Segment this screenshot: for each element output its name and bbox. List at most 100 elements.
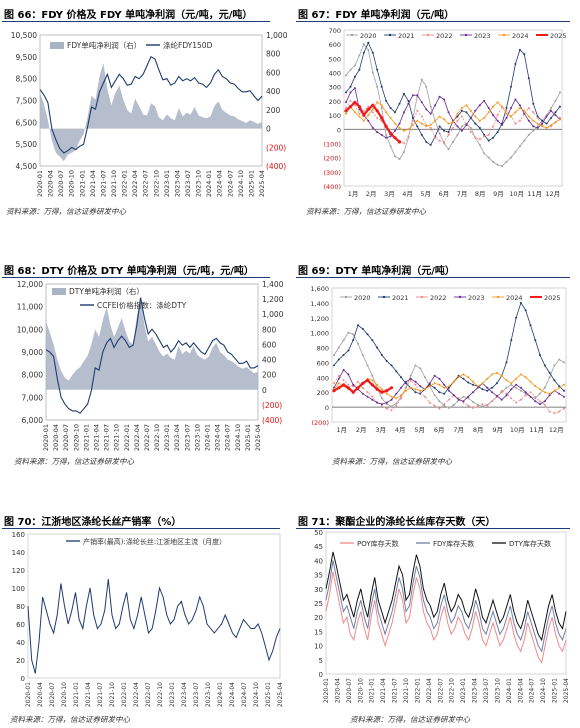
x-tick-label: 2025-01 <box>552 678 559 703</box>
y-tick-label: 10 <box>314 643 323 651</box>
legend-marker-2020 <box>350 33 354 37</box>
data-point-2025 <box>380 390 384 394</box>
data-point-2022 <box>467 404 470 407</box>
x-tick-label: 3月 <box>375 426 386 434</box>
data-point-2022 <box>486 404 489 407</box>
data-point-2021 <box>390 364 393 367</box>
data-point-2022 <box>345 107 347 109</box>
series-line-2020 <box>345 43 561 167</box>
data-point-2021 <box>545 122 548 125</box>
data-point-2024 <box>563 383 565 386</box>
data-point-2023 <box>554 114 557 117</box>
panel-title: 图 69：DTY 单吨净利润（元/吨） <box>298 266 455 277</box>
data-point-2025 <box>332 389 336 393</box>
price-line <box>39 56 263 154</box>
data-point-2020 <box>419 367 422 370</box>
x-tick-label: 2022-10 <box>157 682 164 707</box>
data-point-2023 <box>545 115 548 118</box>
data-point-2024 <box>358 115 361 118</box>
data-point-2022 <box>524 394 527 397</box>
data-point-2022 <box>510 397 513 400</box>
data-point-2020 <box>514 151 517 153</box>
x-tick-label: 2020-04 <box>47 170 55 197</box>
data-point-2024 <box>380 388 383 391</box>
data-point-2021 <box>347 349 350 352</box>
data-point-2021 <box>438 125 441 128</box>
data-point-2023 <box>527 119 530 122</box>
x-tick-label: 2020-07 <box>57 170 65 197</box>
y-tick-label: 400 <box>317 374 329 382</box>
data-point-2020 <box>548 376 551 379</box>
data-point-2023 <box>376 131 379 134</box>
data-point-2021 <box>447 131 450 134</box>
data-point-2022 <box>543 403 546 406</box>
data-point-2024 <box>487 111 490 114</box>
data-point-2022 <box>395 404 398 407</box>
data-point-2022 <box>337 374 340 377</box>
x-tick-label: 2021-10 <box>113 424 121 451</box>
y2-tick-label: (200) <box>262 401 282 410</box>
data-point-2024 <box>474 115 477 118</box>
data-point-2022 <box>553 412 556 415</box>
data-point-2022 <box>400 397 403 400</box>
title-rule <box>296 21 570 22</box>
data-point-2023 <box>514 98 517 101</box>
x-tick-label: 4月 <box>395 426 406 434</box>
data-point-2022 <box>452 126 454 129</box>
x-tick-label: 2024-04 <box>229 682 236 707</box>
data-point-2020 <box>478 143 481 146</box>
x-tick-label: 2021-10 <box>403 678 410 703</box>
y-tick-label: 5 <box>319 657 323 665</box>
data-point-2024 <box>447 122 450 125</box>
data-point-2021 <box>460 109 463 112</box>
x-tick-label: 2024-10 <box>237 170 245 197</box>
data-point-2022 <box>390 409 393 412</box>
data-point-2023 <box>523 112 526 115</box>
data-point-2024 <box>536 122 539 125</box>
data-point-2023 <box>380 403 383 406</box>
data-point-2020 <box>492 160 495 163</box>
x-tick-label: 2022-04 <box>131 170 139 197</box>
data-point-2024 <box>559 118 561 121</box>
data-point-2024 <box>496 101 499 104</box>
x-tick-label: 4月 <box>402 190 413 198</box>
data-point-2021 <box>524 309 527 312</box>
data-point-2024 <box>527 115 530 118</box>
data-point-2021 <box>481 388 484 391</box>
data-point-2022 <box>496 114 499 117</box>
panel-dty-price-profit: 图 68：DTY 价格及 DTY 单吨净利润（元/吨，元/吨） 6,000 7,0… <box>0 256 290 486</box>
data-point-2020 <box>438 132 441 135</box>
data-point-2022 <box>357 380 359 383</box>
data-point-2020 <box>389 145 392 148</box>
data-point-2023 <box>342 368 345 371</box>
data-point-2023 <box>539 403 541 406</box>
legend-label: 2024 <box>512 32 529 40</box>
data-point-2022 <box>487 133 490 136</box>
data-point-2023 <box>483 99 486 102</box>
data-point-2023 <box>472 391 474 394</box>
legend-marker-2023 <box>464 33 468 37</box>
x-tick-label: 2024-07 <box>226 170 234 197</box>
chart-fdy-profit-yearly: (400) (300) (200) (100) 0 100 200 300 400 500 600 7… <box>324 27 567 198</box>
x-tick-label: 2022-10 <box>153 424 161 451</box>
data-point-2023 <box>434 104 437 107</box>
data-point-2020 <box>518 145 521 148</box>
x-tick-label: 2022-04 <box>426 678 433 703</box>
y2-tick-label: (400) <box>266 162 286 171</box>
data-point-2024 <box>424 388 426 391</box>
data-point-2025 <box>346 386 350 390</box>
data-point-2023 <box>349 91 352 94</box>
y-tick-label: 40 <box>16 639 25 647</box>
data-point-2022 <box>492 125 495 128</box>
x-tick-label: 2020-07 <box>62 424 70 451</box>
data-point-2023 <box>491 391 494 394</box>
data-point-2020 <box>376 85 379 88</box>
data-point-2022 <box>472 406 474 409</box>
y-tick-label: 80 <box>16 603 25 611</box>
x-tick-label: 2月 <box>356 426 367 434</box>
legend-marker-2021 <box>382 295 386 299</box>
legend-marker-2020 <box>344 295 348 299</box>
data-point-2020 <box>357 342 359 345</box>
x-tick-label: 2025-04 <box>277 682 284 707</box>
data-point-2024 <box>469 109 472 112</box>
